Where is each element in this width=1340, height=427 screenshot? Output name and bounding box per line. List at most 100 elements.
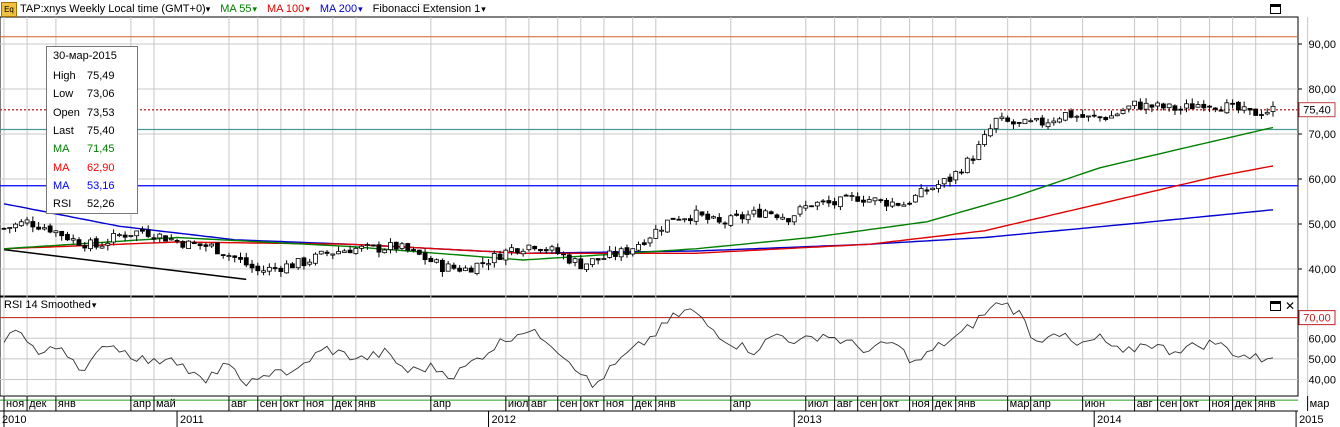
- candle-body: [353, 247, 359, 254]
- candle-body: [1184, 103, 1189, 109]
- candle-body: [953, 171, 959, 181]
- candle-body: [313, 253, 318, 264]
- candle-body: [1011, 121, 1016, 125]
- candle-body: [757, 208, 763, 218]
- candle-body: [884, 199, 889, 207]
- candle-body: [676, 218, 682, 221]
- candle-body: [1, 227, 7, 230]
- candle-body: [1195, 104, 1201, 108]
- candle-body: [439, 259, 445, 272]
- candle-body: [1057, 118, 1062, 123]
- candle-body: [307, 261, 313, 265]
- month-label: ноя: [6, 398, 24, 410]
- candle-body: [705, 213, 711, 220]
- candle-body: [641, 242, 647, 245]
- candle-body: [393, 241, 399, 250]
- month-label: янв: [1258, 398, 1276, 410]
- candle-body: [157, 233, 163, 239]
- candle-body: [1149, 104, 1155, 108]
- candle-body: [566, 254, 572, 264]
- fibonacci-indicator[interactable]: Fibonacci Extension 1: [373, 3, 486, 15]
- candle-body: [1155, 102, 1161, 107]
- ma200-indicator[interactable]: MA 200: [320, 3, 363, 15]
- candle-body: [1045, 122, 1051, 128]
- candle-body: [509, 247, 515, 252]
- month-label: апр: [733, 398, 751, 410]
- month-label: авг: [1137, 398, 1153, 410]
- candle-body: [763, 210, 768, 218]
- candle-body: [514, 248, 520, 254]
- candle-body: [41, 227, 47, 230]
- equity-icon[interactable]: Eq: [1, 1, 17, 17]
- rsi-indicator-title[interactable]: RSI 14 Smoothed: [4, 299, 96, 311]
- rsi-tick-label: 50,00: [1308, 354, 1336, 366]
- month-label: мар: [1310, 398, 1330, 410]
- rsi-level-label: 70,00: [1303, 313, 1331, 325]
- candle-body: [226, 255, 232, 257]
- candle-body: [549, 246, 555, 251]
- y-tick-label: 90,00: [1308, 39, 1336, 51]
- year-label: 2012: [492, 414, 516, 426]
- symbol-selector[interactable]: TAP:xnys Weekly Local time (GMT+0): [20, 3, 210, 15]
- candle-body: [1137, 101, 1143, 110]
- candle-body: [30, 221, 36, 228]
- candle-body: [203, 244, 209, 247]
- month-label: июн: [1085, 398, 1105, 410]
- candle-body: [468, 267, 474, 273]
- infobox-value: 71,45: [87, 143, 115, 156]
- candle-body: [180, 241, 186, 248]
- month-label: сен: [860, 398, 878, 410]
- candle-body: [13, 223, 18, 229]
- month-label: авг: [837, 398, 853, 410]
- candle-body: [428, 257, 434, 263]
- candle-body: [261, 270, 266, 273]
- maximize-icon[interactable]: [1270, 4, 1281, 14]
- candle-body: [1241, 106, 1247, 111]
- candle-body: [1039, 117, 1045, 126]
- candle-body: [1068, 110, 1074, 118]
- candle-body: [987, 128, 993, 137]
- y-tick-label: 80,00: [1308, 84, 1336, 96]
- candle-body: [1166, 103, 1172, 109]
- candle-body: [53, 230, 59, 234]
- candle-body: [347, 249, 353, 254]
- candle-body: [578, 258, 584, 270]
- candle-body: [220, 254, 226, 256]
- candle-body: [1259, 114, 1264, 116]
- rsi-panel-frame: [0, 296, 1299, 397]
- candle-body: [624, 247, 630, 255]
- candle-body: [716, 217, 722, 223]
- candle-body: [503, 249, 509, 261]
- ma55-indicator[interactable]: MA 55: [220, 3, 257, 15]
- ma200-line: [3, 203, 1274, 255]
- rsi-maximize-icon[interactable]: [1270, 301, 1281, 311]
- candle-body: [486, 263, 491, 266]
- candle-body: [65, 233, 70, 241]
- candle-body: [947, 176, 953, 182]
- candle-body: [1253, 108, 1259, 116]
- candle-body: [647, 237, 653, 244]
- candle-body: [601, 258, 607, 260]
- month-label: окт: [583, 398, 599, 410]
- candle-body: [266, 266, 272, 272]
- ma100-indicator[interactable]: MA 100: [267, 3, 310, 15]
- candle-body: [693, 209, 699, 222]
- candle-body: [445, 263, 451, 272]
- rsi-close-icon[interactable]: ✕: [1285, 299, 1296, 313]
- candle-body: [837, 196, 843, 208]
- candle-body: [497, 253, 503, 260]
- candle-body: [1247, 108, 1253, 111]
- candle-body: [1235, 101, 1241, 111]
- candle-body: [941, 178, 947, 185]
- month-label: дек: [29, 398, 47, 410]
- month-label: ноя: [912, 398, 930, 410]
- candle-body: [151, 237, 157, 240]
- rsi-line: [3, 302, 1274, 389]
- candle-body: [895, 202, 901, 206]
- candle-body: [1224, 102, 1230, 114]
- candle-body: [728, 215, 734, 226]
- candle-body: [878, 199, 884, 202]
- candle-body: [664, 219, 670, 233]
- infobox-row: MA 62,90: [47, 158, 137, 176]
- candle-body: [463, 267, 468, 272]
